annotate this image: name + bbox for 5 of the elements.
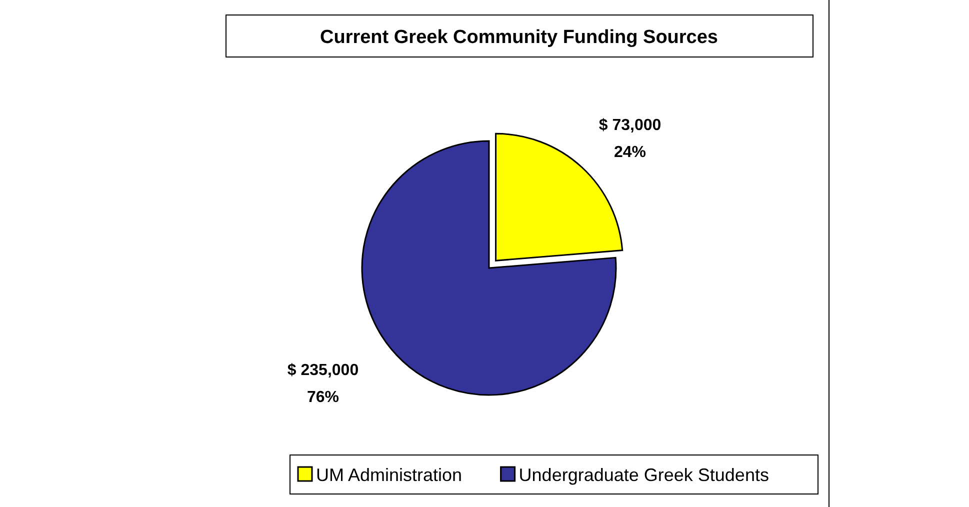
data-label: $ 235,000 76% xyxy=(287,362,359,406)
chart-title: Current Greek Community Funding Sources xyxy=(320,27,718,48)
legend-label: UM Administration xyxy=(316,465,462,485)
data-label: $ 73,000 24% xyxy=(598,117,662,161)
legend-label: Undergraduate Greek Students xyxy=(518,465,769,485)
